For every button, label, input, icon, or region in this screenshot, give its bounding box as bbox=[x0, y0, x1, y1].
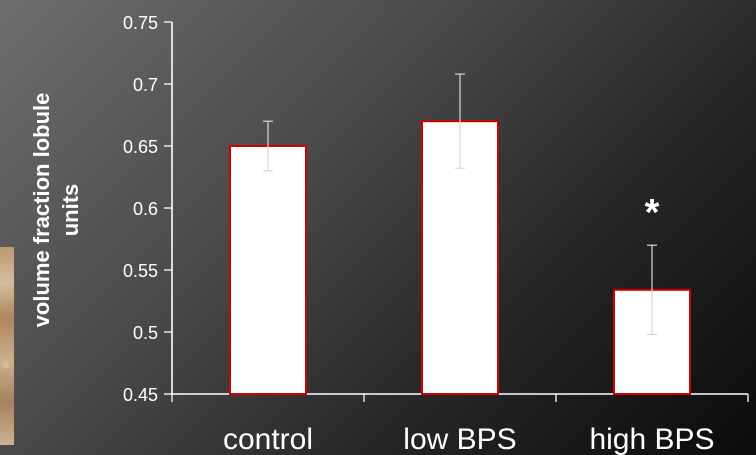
y-tick-label-5: 0.7 bbox=[133, 75, 158, 95]
bar-0 bbox=[229, 145, 307, 395]
plot-layer: 0.45 0.5 0.55 0.6 0.65 0.7 0.75 control low BPS h… bbox=[29, 13, 749, 455]
y-tick-label-0: 0.45 bbox=[123, 385, 158, 405]
x-category-label-2: high BPS bbox=[589, 423, 714, 455]
left-edge-texture bbox=[0, 247, 14, 445]
x-category-label-1: low BPS bbox=[403, 423, 516, 455]
y-axis-label: volume fraction lobule units bbox=[29, 93, 83, 328]
significance-marker-0: * bbox=[645, 192, 660, 234]
y-tick-label-6: 0.75 bbox=[123, 13, 158, 33]
y-tick-label-1: 0.5 bbox=[133, 323, 158, 343]
y-tick-label-4: 0.65 bbox=[123, 137, 158, 157]
x-category-label-0: control bbox=[223, 423, 313, 455]
y-axis-label-line-2: units bbox=[58, 184, 83, 237]
bar-1 bbox=[421, 120, 499, 395]
y-tick-label-3: 0.6 bbox=[133, 199, 158, 219]
y-axis-label-line-1: volume fraction lobule bbox=[29, 93, 54, 328]
y-tick-label-2: 0.55 bbox=[123, 261, 158, 281]
